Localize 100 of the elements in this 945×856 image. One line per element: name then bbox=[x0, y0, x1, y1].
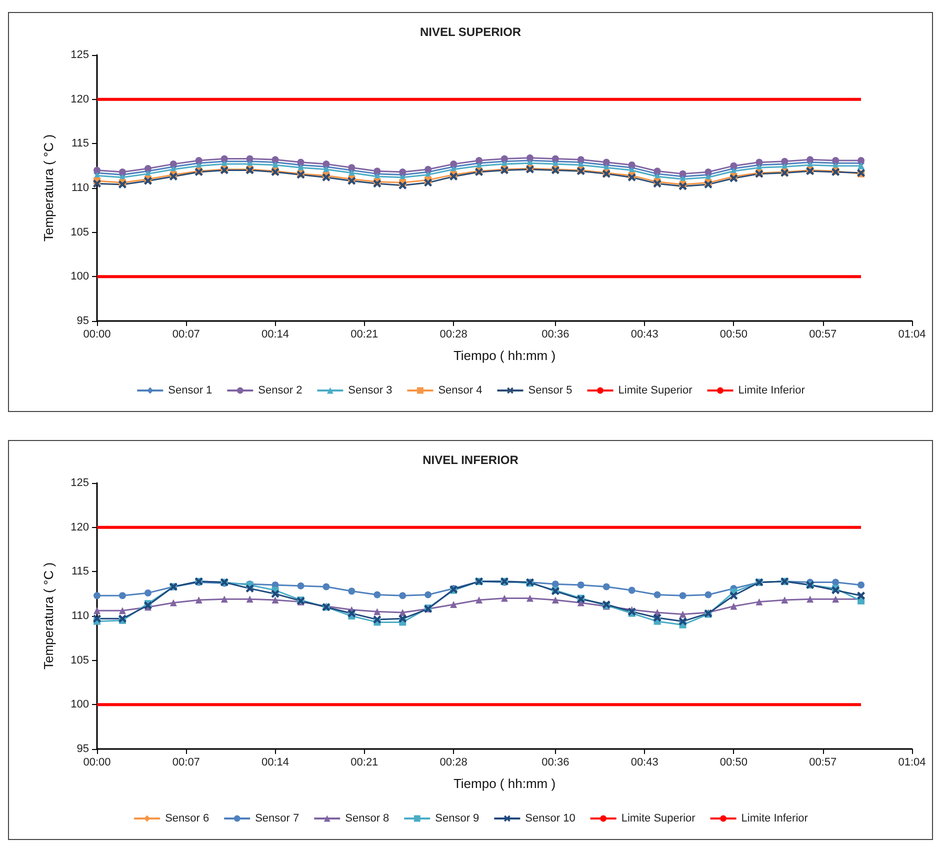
point bbox=[246, 596, 254, 603]
point bbox=[857, 592, 866, 600]
x-tick-label: 00:07 bbox=[172, 328, 200, 340]
y-tick-label: 110 bbox=[71, 610, 89, 622]
point bbox=[144, 164, 152, 172]
point bbox=[552, 596, 559, 604]
point bbox=[653, 614, 662, 622]
x-tick-label: 00:14 bbox=[261, 756, 290, 768]
legend-label: Sensor 9 bbox=[435, 812, 480, 824]
y-tick-label: 95 bbox=[76, 315, 89, 327]
point bbox=[399, 592, 406, 600]
point bbox=[679, 170, 686, 178]
x-tick-label: 00:14 bbox=[261, 328, 290, 340]
point bbox=[858, 581, 865, 588]
point bbox=[93, 180, 101, 188]
point bbox=[118, 607, 126, 614]
point bbox=[399, 168, 406, 176]
x-tick-label: 00:07 bbox=[172, 756, 200, 768]
point bbox=[730, 592, 738, 600]
y-tick-label: 105 bbox=[70, 226, 89, 238]
point bbox=[398, 614, 407, 623]
point bbox=[170, 599, 177, 606]
y-tick-label: 100 bbox=[70, 270, 89, 283]
y-tick-label: 125 bbox=[70, 49, 89, 61]
point bbox=[424, 166, 432, 173]
point bbox=[246, 155, 254, 162]
legend-label: Sensor 5 bbox=[528, 384, 572, 396]
x-tick-label: 00:28 bbox=[440, 756, 468, 768]
point bbox=[858, 162, 865, 170]
point bbox=[271, 590, 280, 598]
point bbox=[730, 602, 738, 610]
chart-title: NIVEL INFERIOR bbox=[422, 453, 519, 467]
point bbox=[297, 582, 304, 590]
x-tick-label: 00:36 bbox=[542, 328, 570, 340]
point bbox=[220, 596, 228, 603]
point bbox=[94, 166, 100, 174]
x-tick-label: 00:00 bbox=[83, 328, 111, 340]
point bbox=[272, 156, 279, 164]
point bbox=[195, 596, 202, 604]
point bbox=[374, 168, 381, 175]
point bbox=[170, 160, 177, 168]
point bbox=[424, 591, 432, 598]
legend-label: Sensor 8 bbox=[345, 812, 390, 824]
x-tick-label: 00:43 bbox=[630, 756, 658, 768]
legend-label: Limite Superior bbox=[621, 812, 696, 824]
point bbox=[679, 610, 686, 618]
point bbox=[832, 157, 840, 164]
y-tick-label: 105 bbox=[70, 654, 89, 666]
point bbox=[678, 617, 687, 626]
point bbox=[374, 608, 381, 616]
legend-label: Sensor 7 bbox=[255, 812, 300, 824]
y-tick-label: 125 bbox=[70, 477, 89, 489]
point bbox=[450, 600, 458, 608]
point bbox=[500, 594, 508, 602]
y-tick-label: 100 bbox=[70, 698, 89, 711]
point bbox=[118, 168, 126, 176]
point bbox=[398, 181, 407, 190]
point bbox=[144, 589, 152, 596]
point bbox=[94, 607, 100, 614]
x-tick-label: 00:36 bbox=[542, 756, 570, 768]
y-axis-title: Temperatura ( °C ) bbox=[41, 134, 56, 242]
legend-label: Sensor 10 bbox=[525, 812, 576, 824]
y-tick-label: 95 bbox=[76, 743, 89, 755]
point bbox=[577, 581, 584, 588]
point bbox=[94, 592, 100, 600]
point bbox=[118, 592, 126, 600]
point bbox=[552, 580, 559, 588]
point bbox=[730, 174, 738, 182]
x-tick-label: 00:57 bbox=[809, 756, 837, 768]
y-tick-label: 120 bbox=[70, 93, 89, 106]
point bbox=[297, 158, 304, 166]
point bbox=[832, 578, 840, 586]
x-tick-label: 00:00 bbox=[83, 756, 111, 768]
x-tick-label: 00:43 bbox=[630, 328, 658, 340]
legend-label: Sensor 4 bbox=[438, 384, 482, 396]
point bbox=[756, 158, 763, 166]
point bbox=[476, 596, 483, 604]
point bbox=[577, 156, 584, 164]
point bbox=[246, 584, 254, 593]
point bbox=[704, 168, 712, 176]
y-tick-label: 120 bbox=[70, 521, 89, 534]
point bbox=[704, 591, 712, 598]
point bbox=[628, 161, 636, 168]
point bbox=[424, 178, 432, 187]
point bbox=[373, 616, 382, 624]
legend-label: Sensor 2 bbox=[258, 384, 302, 396]
point bbox=[654, 168, 661, 175]
point bbox=[526, 594, 534, 602]
point bbox=[348, 609, 356, 618]
point bbox=[93, 614, 101, 623]
point bbox=[552, 155, 559, 162]
point bbox=[348, 588, 356, 595]
y-tick-label: 110 bbox=[71, 182, 89, 194]
legend-label: Limite Superior bbox=[618, 384, 693, 396]
point bbox=[195, 157, 202, 164]
legend-label: Limite Inferior bbox=[741, 812, 808, 824]
point bbox=[730, 162, 738, 170]
point bbox=[602, 583, 610, 590]
point bbox=[602, 158, 610, 166]
x-tick-label: 01:04 bbox=[898, 756, 926, 768]
